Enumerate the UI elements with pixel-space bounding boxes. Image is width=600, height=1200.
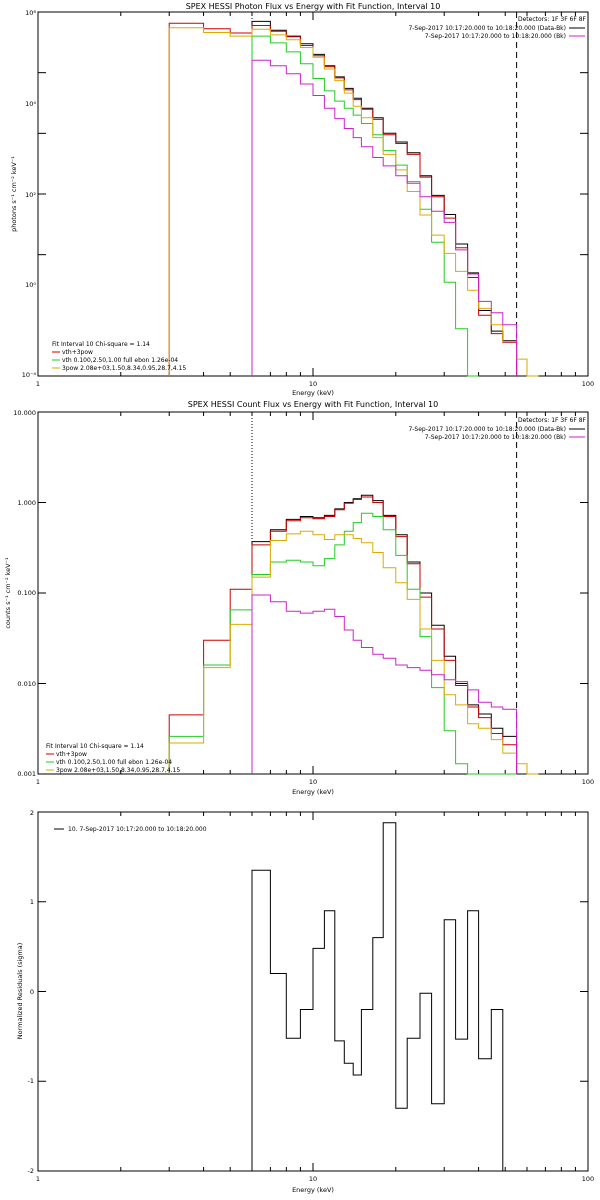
count-flux-panel: SPEX HESSI Count Flux vs Energy with Fit… [4, 400, 594, 796]
residuals-x-tick-label: 1 [36, 1175, 40, 1183]
count-y-tick-label: 1.000 [17, 499, 36, 507]
residuals-y-axis-label: Normalized Residuals (sigma) [16, 943, 24, 1040]
residuals-y-tick-label: -2 [28, 1167, 34, 1175]
photon-series-total [168, 22, 518, 376]
count-y-tick-label: 10.000 [13, 409, 36, 417]
count-x-tick-label: 1 [36, 778, 40, 786]
residuals-panel: 1 10 100 -2 -1 0 1 2 Energy (keV) Normal… [16, 809, 594, 1194]
count-y-axis-label: counts s⁻¹ cm⁻² keV⁻¹ [4, 557, 12, 629]
residuals-x-axis-label: Energy (keV) [292, 1186, 334, 1194]
count-x-tick-label: 100 [582, 778, 594, 786]
count-plot-frame [37, 411, 589, 775]
count-detectors-label: Detectors: 1F 3F 6F 8F [518, 417, 587, 424]
photon-x-axis-label: Energy (keV) [292, 389, 334, 397]
photon-x-tick-label: 10 [309, 380, 317, 388]
count-series-total [168, 496, 518, 774]
photon-y-tick-label: 10⁸ [25, 9, 36, 17]
photon-legend-bottom-left: Fit Interval 10 Chi-square = 1.14 vth+3p… [52, 341, 186, 372]
photon-legend-data-entry: 7-Sep-2017 10:17:20.000 to 10:18:20.000 … [408, 25, 566, 32]
residuals-legend-entry: 10. 7-Sep-2017 10:17:20.000 to 10:18:20.… [68, 826, 207, 833]
count-series [168, 494, 539, 775]
residuals-series-data [251, 822, 504, 1171]
count-series-data [251, 494, 518, 774]
count-chart-title: SPEX HESSI Count Flux vs Energy with Fit… [188, 400, 439, 409]
count-legend-data-entry: 7-Sep-2017 10:17:20.000 to 10:18:20.000 … [408, 426, 566, 433]
photon-legend-bk-entry: 7-Sep-2017 10:17:20.000 to 10:18:20.000 … [425, 33, 566, 40]
residuals-y-tick-label: 0 [30, 988, 34, 996]
photon-y-axis-label: photons s⁻¹ cm⁻² keV⁻¹ [10, 156, 18, 232]
residuals-series [251, 822, 504, 1171]
photon-y-tick-label: 10⁰ [25, 281, 36, 289]
count-series-bpow [168, 530, 539, 775]
photon-series-vth [251, 35, 479, 377]
count-y-tick-label: 0.010 [17, 680, 36, 688]
photon-series-bpow [168, 27, 539, 377]
count-legend-bk-entry: 7-Sep-2017 10:17:20.000 to 10:18:20.000 … [425, 434, 566, 441]
count-axis-ticks [37, 411, 589, 775]
photon-energy-range-markers [251, 12, 518, 376]
count-legend-top-right: Detectors: 1F 3F 6F 8F 7-Sep-2017 10:17:… [408, 417, 586, 441]
count-energy-range-markers [251, 412, 518, 774]
count-series-background [251, 594, 518, 774]
count-x-tick-label: 10 [309, 778, 317, 786]
count-fit-header: Fit Interval 10 Chi-square = 1.14 [46, 743, 144, 750]
photon-detectors-label: Detectors: 1F 3F 6F 8F [518, 16, 587, 23]
photon-flux-panel: SPEX HESSI Photon Flux vs Energy with Fi… [10, 2, 594, 397]
photon-y-tick-label: 10⁴ [25, 100, 36, 108]
photon-chart-title: SPEX HESSI Photon Flux vs Energy with Fi… [186, 2, 441, 11]
photon-series-data [251, 20, 518, 376]
photon-y-tick-label: 10⁻⁴ [22, 371, 37, 379]
count-y-tick-label: 0.001 [17, 770, 36, 778]
count-legend-bottom-left: Fit Interval 10 Chi-square = 1.14 vth+3p… [46, 743, 180, 774]
residuals-y-tick-label: 2 [30, 809, 34, 817]
count-legend-total-entry: vth+3pow [56, 751, 87, 758]
residuals-axis-ticks [37, 811, 589, 1172]
photon-y-tick-label: 10² [25, 191, 36, 199]
residuals-x-tick-label: 10 [309, 1175, 317, 1183]
count-series-vth [168, 512, 517, 775]
photon-legend-total-entry: vth+3pow [62, 349, 93, 356]
photon-series [168, 20, 539, 377]
photon-x-tick-label: 1 [36, 380, 40, 388]
count-y-tick-label: 0.100 [17, 589, 36, 597]
photon-x-tick-label: 100 [582, 380, 594, 388]
count-legend-bpow-entry: 3pow 2.08e+03,1.50,8.34,0.95,28.7,4.15 [56, 767, 180, 774]
residuals-y-tick-label: -1 [28, 1077, 34, 1085]
count-x-axis-label: Energy (keV) [292, 788, 334, 796]
photon-legend-bpow-entry: 3pow 2.08e+03,1.50,8.34,0.95,28.7,4.15 [62, 365, 186, 372]
residuals-x-tick-label: 100 [582, 1175, 594, 1183]
count-legend-vth-entry: vth 0.100,2.50,1.00 full ebon 1.26e-04 [56, 759, 172, 766]
photon-fit-header: Fit Interval 10 Chi-square = 1.14 [52, 341, 150, 348]
photon-legend-vth-entry: vth 0.100,2.50,1.00 full ebon 1.26e-04 [62, 357, 178, 364]
photon-series-background [251, 59, 518, 376]
photon-legend-top-right: Detectors: 1F 3F 6F 8F 7-Sep-2017 10:17:… [408, 16, 586, 40]
residuals-y-tick-label: 1 [30, 898, 34, 906]
